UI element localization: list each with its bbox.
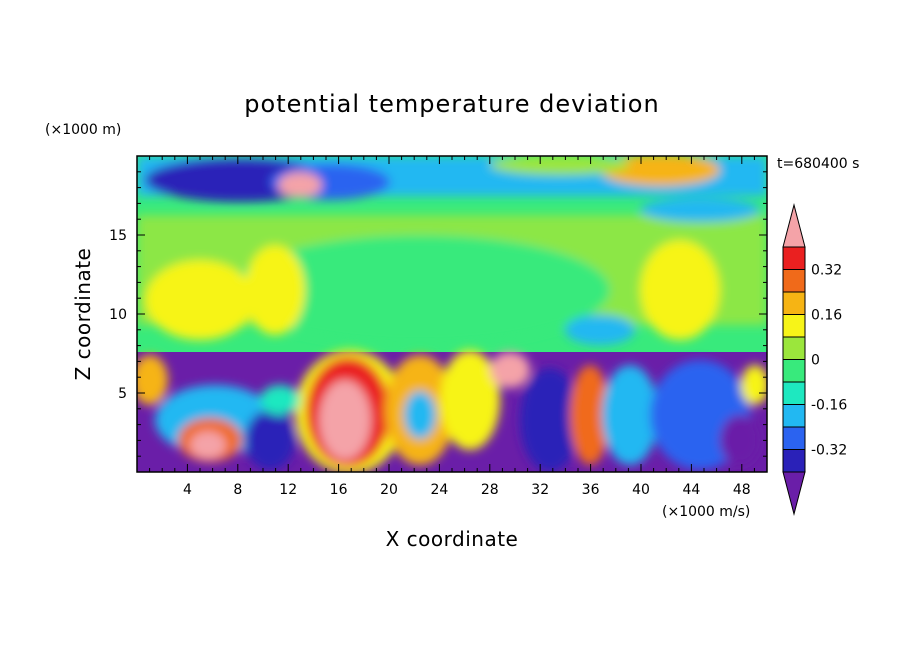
x-tick-label: 16 bbox=[330, 482, 348, 498]
colorbar-label: 0.32 bbox=[811, 263, 842, 279]
colorbar-segment bbox=[782, 359, 806, 383]
x-tick-label: 32 bbox=[531, 482, 549, 498]
colorbar-segment bbox=[782, 314, 806, 338]
y-axis-label: Z coordinate bbox=[71, 248, 95, 381]
x-tick-label: 4 bbox=[183, 482, 192, 498]
x-tick-label: 44 bbox=[682, 482, 700, 498]
y-tick-label: 10 bbox=[109, 307, 127, 323]
colorbar-segment bbox=[782, 404, 806, 428]
colorbar-segment bbox=[782, 336, 806, 360]
colorbar-segment bbox=[782, 269, 806, 293]
y-ticks: 5 10 15 bbox=[109, 171, 767, 457]
x-ticks: 4 8 12 16 20 24 28 32 36 40 44 48 bbox=[149, 156, 755, 498]
x-tick-label: 48 bbox=[733, 482, 751, 498]
x-tick-label: 12 bbox=[279, 482, 297, 498]
x-unit-label: (×1000 m/s) bbox=[662, 504, 750, 520]
y-unit-label: (×1000 m) bbox=[45, 122, 121, 138]
colorbar-segment bbox=[782, 449, 806, 473]
time-label: t=680400 s bbox=[777, 156, 859, 172]
y-tick-label: 15 bbox=[109, 228, 127, 244]
colorbar-segment bbox=[782, 381, 806, 405]
colorbar-label: -0.16 bbox=[811, 398, 847, 414]
colorbar-segment bbox=[782, 246, 806, 270]
lower-layer-features bbox=[137, 350, 767, 472]
x-tick-label: 24 bbox=[430, 482, 448, 498]
x-tick-label: 28 bbox=[481, 482, 499, 498]
colorbar-min-arrow bbox=[782, 471, 806, 516]
colorbar: 0.32 0.16 0 -0.16 -0.32 bbox=[782, 203, 847, 516]
contour-field bbox=[137, 156, 767, 472]
x-tick-label: 40 bbox=[632, 482, 650, 498]
y-tick-label: 5 bbox=[118, 386, 127, 402]
upper-layer-features bbox=[137, 156, 767, 345]
colorbar-label: 0 bbox=[811, 353, 820, 369]
chart-title: potential temperature deviation bbox=[244, 90, 659, 118]
x-tick-label: 8 bbox=[233, 482, 242, 498]
x-axis-label: X coordinate bbox=[386, 527, 519, 551]
x-tick-label: 36 bbox=[582, 482, 600, 498]
colorbar-segment bbox=[782, 291, 806, 315]
x-tick-label: 20 bbox=[380, 482, 398, 498]
colorbar-max-arrow bbox=[782, 203, 806, 248]
colorbar-segment bbox=[782, 426, 806, 450]
colorbar-label: 0.16 bbox=[811, 308, 842, 324]
colorbar-label: -0.32 bbox=[811, 443, 847, 459]
